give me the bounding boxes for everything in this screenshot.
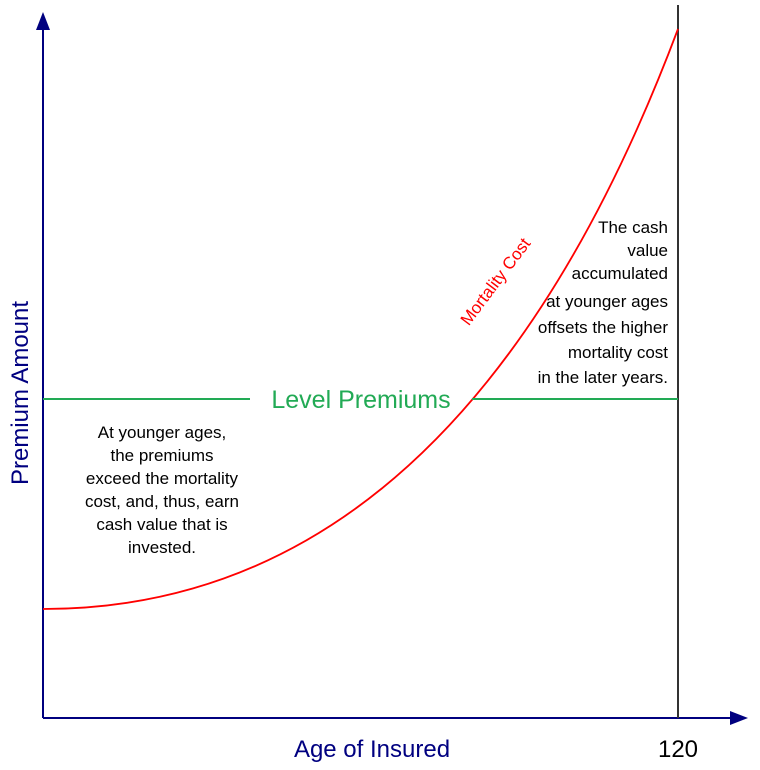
left-note-line: invested. bbox=[128, 538, 196, 557]
x-axis-arrowhead bbox=[730, 711, 748, 725]
right-note-line: accumulated bbox=[572, 264, 668, 283]
left-note-line: the premiums bbox=[111, 446, 214, 465]
left-note-line: cost, and, thus, earn bbox=[85, 492, 239, 511]
right-note-line: The cash bbox=[598, 218, 668, 237]
right-note-line: offsets the higher bbox=[538, 318, 668, 337]
left-note-line: At younger ages, bbox=[98, 423, 227, 442]
left-annotation: At younger ages, the premiums exceed the… bbox=[85, 423, 239, 557]
right-note-line: value bbox=[627, 241, 668, 260]
mortality-cost-curve bbox=[42, 28, 679, 610]
right-annotation: The cash value accumulated at younger ag… bbox=[538, 218, 669, 387]
mortality-cost-label: Mortality Cost bbox=[457, 234, 535, 329]
right-note-line: in the later years. bbox=[538, 368, 668, 387]
y-axis-arrowhead bbox=[36, 12, 50, 30]
x-tick-label-120: 120 bbox=[658, 736, 698, 763]
left-note-line: exceed the mortality bbox=[86, 469, 239, 488]
left-note-line: cash value that is bbox=[96, 515, 227, 534]
level-premiums-label: Level Premiums bbox=[271, 386, 450, 414]
y-axis-label: Premium Amount bbox=[7, 301, 34, 485]
right-note-line: at younger ages bbox=[546, 292, 668, 311]
right-note-line: mortality cost bbox=[568, 343, 668, 362]
x-axis-label: Age of Insured bbox=[294, 736, 450, 763]
